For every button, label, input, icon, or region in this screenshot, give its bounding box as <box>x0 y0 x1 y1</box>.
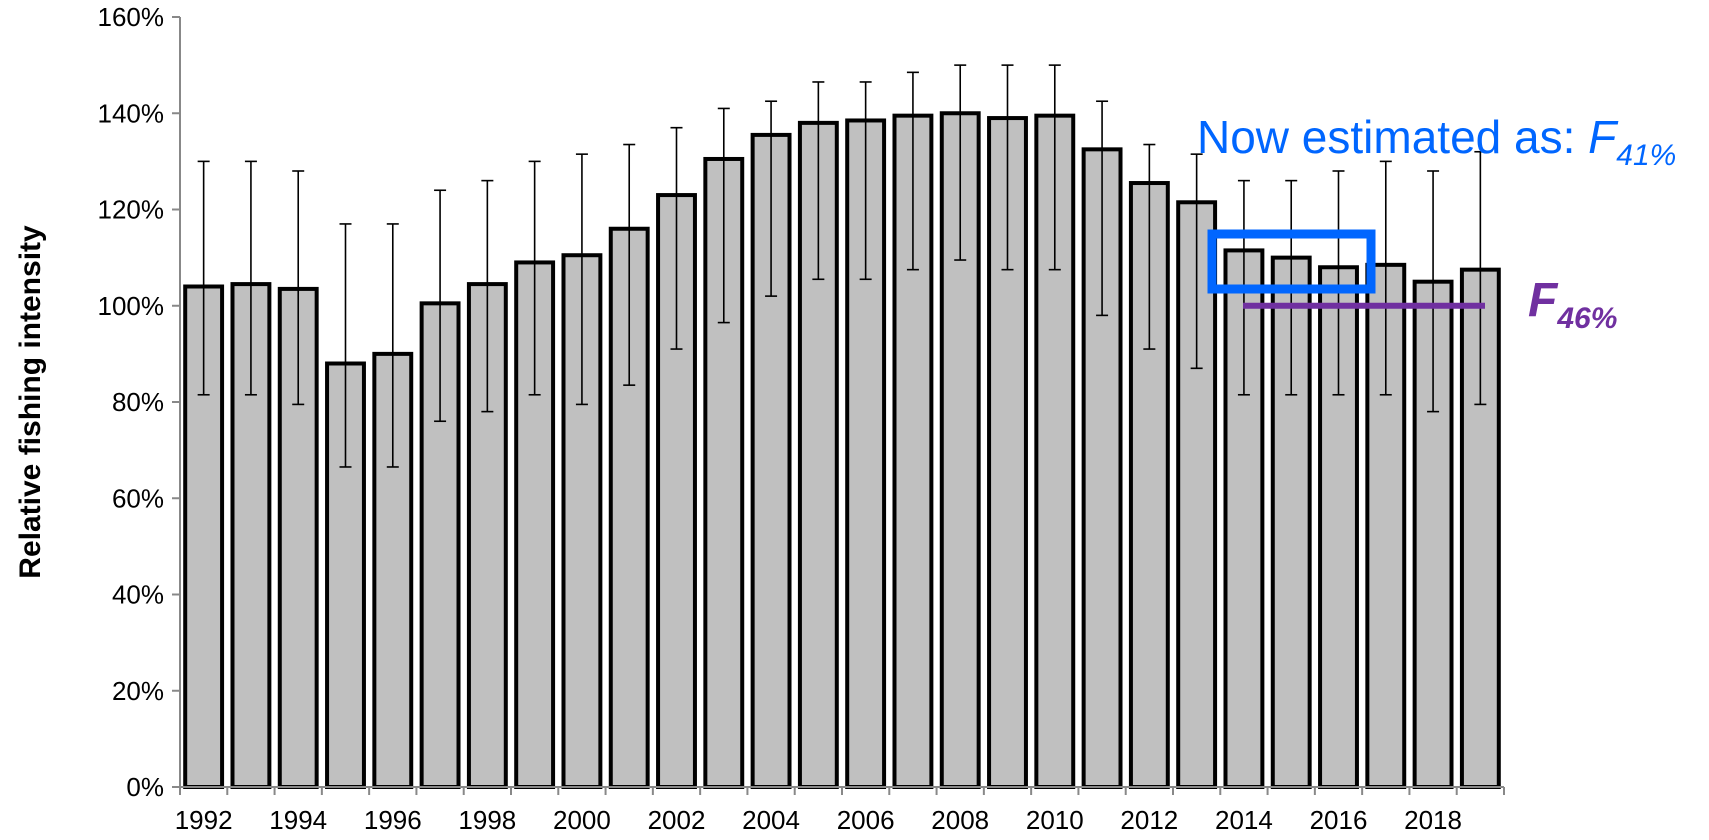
error-bar <box>1427 170 1440 413</box>
error-bar <box>1048 64 1061 271</box>
error-bar <box>1474 150 1487 406</box>
y-tick-label: 20% <box>112 676 164 706</box>
error-bar <box>244 160 257 396</box>
x-tick-label: 1996 <box>364 805 422 835</box>
error-bar <box>575 153 588 406</box>
error-bar <box>906 71 919 271</box>
error-bar <box>481 179 494 413</box>
x-tick-label: 1998 <box>458 805 516 835</box>
y-tick-label: 160% <box>98 2 165 32</box>
error-bar <box>1001 64 1014 271</box>
error-bar <box>717 107 730 324</box>
x-tick-label: 2016 <box>1310 805 1368 835</box>
x-tick-label: 2012 <box>1120 805 1178 835</box>
x-tick-label: 1994 <box>269 805 327 835</box>
x-tick-label: 2004 <box>742 805 800 835</box>
error-bar <box>765 100 778 297</box>
y-tick-label: 100% <box>98 291 165 321</box>
error-bar <box>386 223 399 468</box>
error-bar <box>1379 160 1392 396</box>
error-bar <box>528 160 541 396</box>
bar <box>1034 113 1076 789</box>
error-bar <box>1096 100 1109 317</box>
error-bar <box>1332 170 1345 396</box>
y-tick-label: 140% <box>98 98 165 128</box>
error-bar <box>623 143 636 386</box>
y-tick-label: 60% <box>112 483 164 513</box>
reference-symbol: F <box>1528 274 1559 327</box>
annotation-symbol: F <box>1588 111 1619 163</box>
error-bar <box>670 126 683 350</box>
x-tick-label: 2000 <box>553 805 611 835</box>
y-tick-label: 120% <box>98 195 165 225</box>
error-bar <box>1143 143 1156 350</box>
y-tick-label: 0% <box>126 772 164 802</box>
highlight-box <box>1207 229 1376 294</box>
reference-label: F46% <box>1528 274 1617 335</box>
y-axis-label: Relative fishing intensity <box>14 225 47 579</box>
x-tick-label: 2010 <box>1026 805 1084 835</box>
y-tick-label: 80% <box>112 387 164 417</box>
bar <box>750 132 792 789</box>
x-tick-label: 2014 <box>1215 805 1273 835</box>
error-bar <box>434 189 447 423</box>
y-tick-label: 40% <box>112 580 164 610</box>
reference-subscript: 46% <box>1556 302 1617 335</box>
x-tick-label: 2006 <box>837 805 895 835</box>
annotation-subscript: 41% <box>1616 139 1676 172</box>
error-bar <box>339 223 352 468</box>
error-bar <box>292 170 305 406</box>
error-bar <box>859 81 872 281</box>
error-bar <box>197 160 210 396</box>
x-tick-label: 2018 <box>1404 805 1462 835</box>
x-tick-label: 1992 <box>175 805 233 835</box>
error-bar <box>954 64 967 261</box>
x-tick-label: 2002 <box>648 805 706 835</box>
error-bar <box>812 81 825 281</box>
annotation-text: Now estimated as: <box>1197 111 1588 163</box>
x-tick-label: 2008 <box>931 805 989 835</box>
annotation: Now estimated as: F41% <box>1197 111 1676 172</box>
error-bar <box>1190 153 1203 370</box>
